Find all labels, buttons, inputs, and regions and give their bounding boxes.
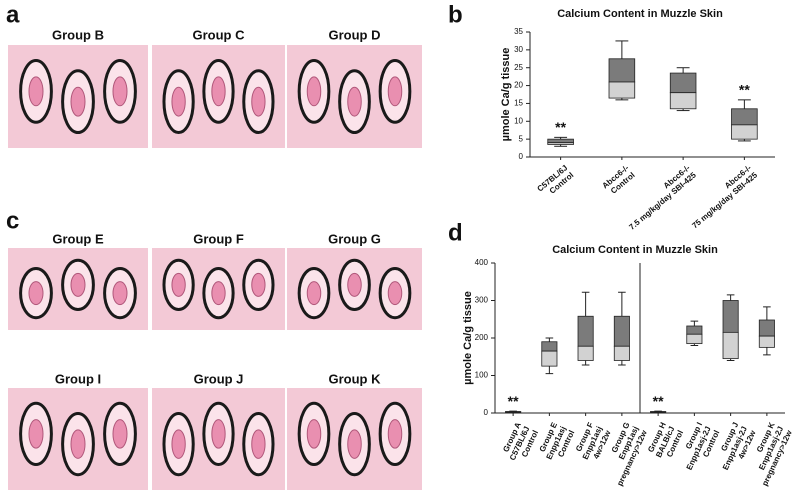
follicle-core: [70, 272, 86, 297]
follicle-core: [347, 86, 362, 117]
follicle-core: [251, 272, 266, 297]
follicle-core: [28, 419, 44, 449]
follicle-core: [211, 76, 226, 107]
follicle-core: [387, 76, 403, 107]
y-tick-label: 10: [514, 116, 523, 125]
follicle-core: [171, 429, 186, 459]
follicle-core: [171, 86, 186, 117]
box-upper: [547, 138, 574, 144]
follicle-core: [306, 281, 322, 306]
follicle-core: [112, 281, 128, 306]
y-axis-label: µmole Ca/g tissue: [500, 48, 512, 142]
chart-title: Calcium Content in Muzzle Skin: [557, 8, 723, 20]
significance: **: [508, 393, 519, 409]
box-upper: [613, 315, 630, 347]
box-upper: [577, 315, 594, 347]
panel-label: d: [448, 219, 463, 246]
box-lower: [577, 345, 594, 361]
follicle-core: [251, 86, 266, 117]
box-lower: [669, 92, 697, 110]
box-lower: [613, 345, 630, 361]
follicle-core: [251, 429, 266, 459]
box-lower: [608, 81, 636, 99]
y-axis-label: µmole Ca/g tissue: [462, 291, 474, 385]
group-label: Group I: [55, 371, 101, 386]
panel-label: c: [6, 207, 19, 234]
box-lower: [758, 335, 775, 348]
y-tick-label: 400: [475, 258, 489, 267]
follicle-core: [28, 281, 44, 306]
follicle-core: [387, 419, 403, 449]
chart-title: Calcium Content in Muzzle Skin: [552, 244, 718, 256]
box-lower: [731, 124, 758, 140]
y-tick-label: 25: [514, 63, 523, 72]
follicle-core: [347, 429, 362, 459]
x-tick-label-line: 75 mg/kg/day SBI-425: [690, 170, 759, 230]
follicle-core: [347, 272, 362, 297]
box-lower: [547, 142, 574, 145]
group-label: Group C: [193, 27, 246, 42]
group-label: Group D: [329, 27, 381, 42]
box-upper: [731, 108, 758, 126]
follicle-core: [211, 281, 226, 306]
follicle-core: [70, 86, 86, 117]
significance: **: [739, 82, 750, 98]
follicle-core: [211, 419, 226, 449]
y-tick-label: 100: [475, 371, 489, 380]
y-tick-label: 30: [514, 45, 523, 54]
group-label: Group B: [52, 27, 104, 42]
group-label: Group G: [328, 231, 381, 246]
box-upper: [608, 58, 636, 83]
significance: **: [653, 393, 664, 409]
y-tick-label: 20: [514, 81, 523, 90]
box-upper: [541, 341, 558, 352]
y-tick-label: 0: [484, 408, 489, 417]
group-label: Group J: [194, 371, 244, 386]
y-tick-label: 0: [519, 152, 524, 161]
follicle-core: [28, 76, 44, 107]
significance: **: [555, 119, 566, 135]
x-tick-label: Abcc6-/-75 mg/kg/day SBI-425: [690, 163, 759, 230]
group-label: Group K: [329, 371, 382, 386]
y-tick-label: 15: [514, 99, 523, 108]
y-tick-label: 300: [475, 296, 489, 305]
histology-images: Group B Group C Group D Group E Group F Group…: [8, 27, 422, 490]
group-label: Group E: [52, 231, 104, 246]
box-lower: [541, 350, 558, 367]
panel-label: a: [6, 1, 20, 28]
follicle-core: [387, 281, 403, 306]
follicle-core: [112, 76, 128, 107]
box-upper: [722, 300, 739, 333]
box-lower: [686, 333, 703, 345]
panel-label: b: [448, 1, 463, 28]
box-lower: [722, 331, 739, 360]
box-upper: [758, 319, 775, 337]
follicle-core: [70, 429, 86, 459]
follicle-core: [306, 419, 322, 449]
follicle-core: [171, 272, 186, 297]
y-tick-label: 35: [514, 27, 523, 36]
follicle-core: [306, 76, 322, 107]
y-tick-label: 200: [475, 333, 489, 342]
box-upper: [669, 72, 697, 94]
follicle-core: [112, 419, 128, 449]
x-tick-label-line: 7.5 mg/kg/day SBI-425: [627, 170, 698, 232]
box-upper: [686, 325, 703, 335]
x-tick-label: Abcc6-/-Control: [601, 163, 637, 196]
y-tick-label: 5: [519, 134, 524, 143]
group-label: Group F: [193, 231, 244, 246]
